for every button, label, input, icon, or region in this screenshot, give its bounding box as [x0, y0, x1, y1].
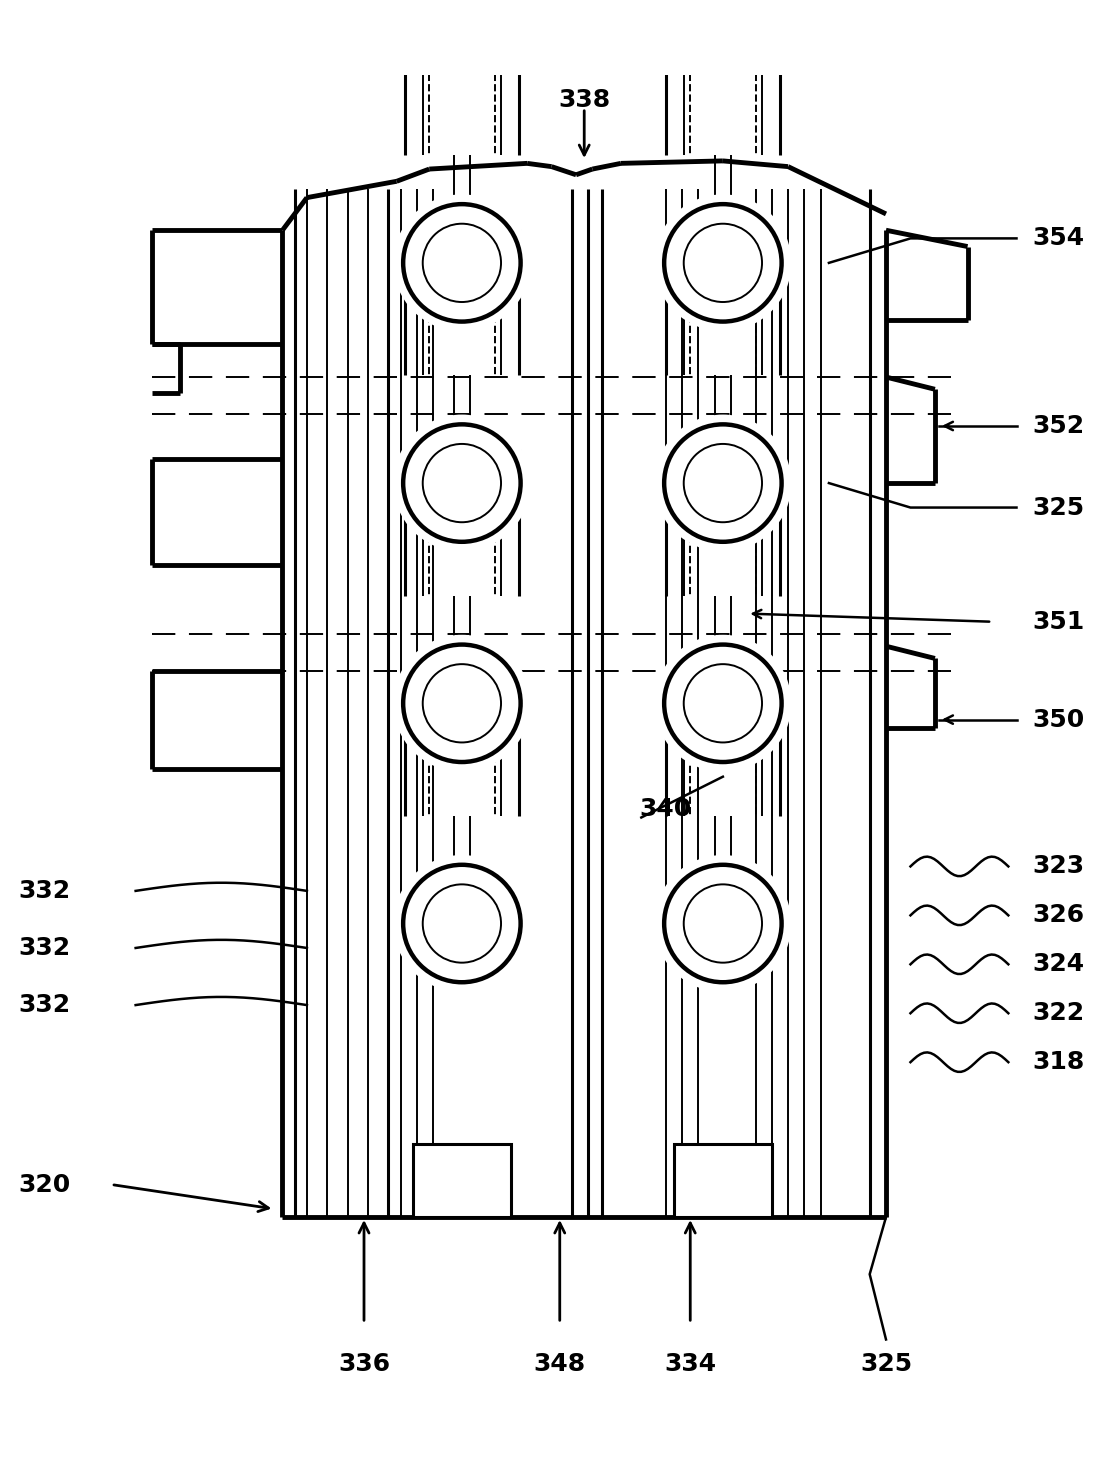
Text: 325: 325 — [860, 1351, 912, 1376]
Bar — [412, 1144, 510, 1217]
Text: 351: 351 — [1033, 610, 1085, 633]
Text: 350: 350 — [1033, 707, 1085, 731]
Ellipse shape — [394, 194, 530, 332]
Ellipse shape — [684, 444, 762, 522]
Ellipse shape — [654, 194, 791, 332]
Ellipse shape — [664, 645, 782, 762]
Text: 348: 348 — [534, 1351, 586, 1376]
Ellipse shape — [394, 855, 530, 992]
Text: 332: 332 — [19, 879, 70, 903]
Text: 332: 332 — [19, 993, 70, 1017]
Text: 354: 354 — [1033, 226, 1085, 250]
Ellipse shape — [394, 414, 530, 552]
Text: 332: 332 — [19, 935, 70, 961]
Ellipse shape — [664, 864, 782, 983]
Text: 340: 340 — [640, 798, 692, 821]
Ellipse shape — [404, 864, 520, 983]
Ellipse shape — [404, 204, 520, 321]
Text: 336: 336 — [338, 1351, 390, 1376]
Ellipse shape — [664, 425, 782, 542]
Ellipse shape — [422, 885, 501, 962]
Text: 323: 323 — [1033, 854, 1085, 879]
Ellipse shape — [684, 223, 762, 302]
Text: 320: 320 — [18, 1172, 70, 1196]
Ellipse shape — [422, 223, 501, 302]
Ellipse shape — [654, 855, 791, 992]
Text: 338: 338 — [558, 87, 611, 111]
Text: 352: 352 — [1033, 414, 1085, 438]
Ellipse shape — [654, 414, 791, 552]
Text: 334: 334 — [664, 1351, 716, 1376]
Bar — [674, 1144, 772, 1217]
Text: 322: 322 — [1033, 1002, 1085, 1026]
Ellipse shape — [684, 885, 762, 962]
Ellipse shape — [684, 665, 762, 743]
Text: 324: 324 — [1033, 952, 1085, 977]
Ellipse shape — [422, 444, 501, 522]
Ellipse shape — [654, 635, 791, 771]
Text: 326: 326 — [1033, 903, 1085, 928]
Ellipse shape — [404, 425, 520, 542]
Ellipse shape — [422, 665, 501, 743]
Text: 318: 318 — [1033, 1051, 1085, 1074]
Text: 325: 325 — [1033, 496, 1085, 519]
Ellipse shape — [394, 635, 530, 771]
Ellipse shape — [664, 204, 782, 321]
Ellipse shape — [404, 645, 520, 762]
